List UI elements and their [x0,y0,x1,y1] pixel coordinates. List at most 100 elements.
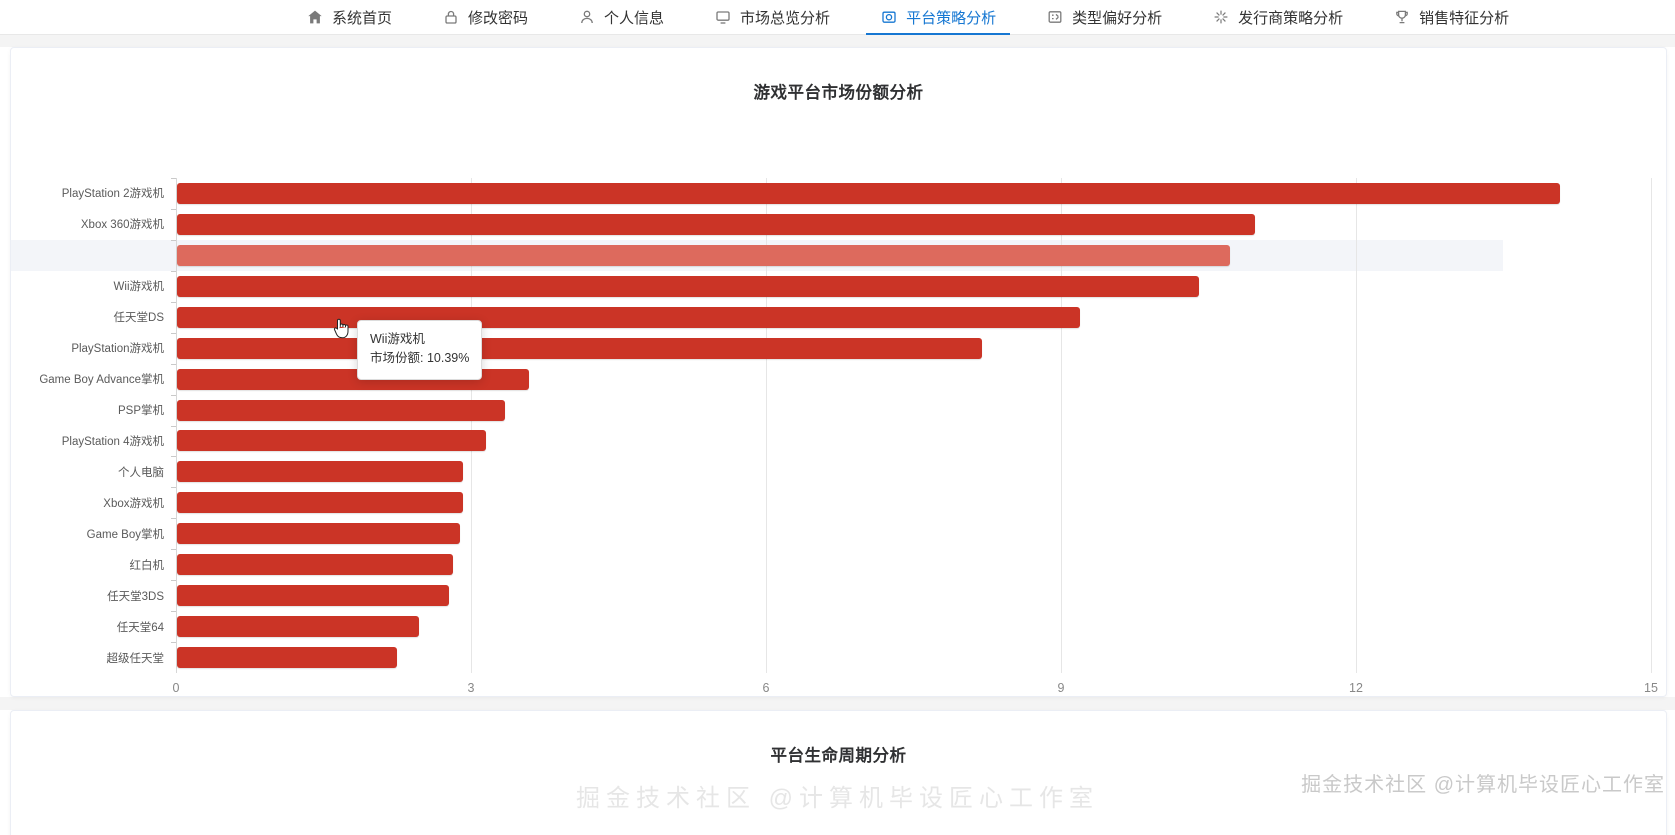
y-axis-tick-label: Game Boy掌机 [86,528,164,541]
gridline [766,178,767,673]
bar[interactable] [177,492,464,514]
y-axis-tick [171,425,176,427]
y-axis-tick [171,394,176,396]
gridline [1651,178,1652,673]
y-axis-tick [171,208,176,210]
y-axis-tick-label: Xbox游戏机 [103,497,164,510]
nav-item-sales-features[interactable]: 销售特征分析 [1379,0,1523,35]
watermark-ghost: 掘金技术社区 @计算机毕设匠心工作室 [575,785,1100,812]
lifecycle-chart-title: 平台生命周期分析 [770,747,907,765]
camera-icon [880,9,897,26]
nav-item-genre-preference[interactable]: 类型偏好分析 [1032,0,1176,35]
y-axis-tick [171,580,176,582]
bar[interactable] [177,213,1255,235]
y-axis-tick [171,363,176,365]
y-axis-tick-label: Game Boy Advance掌机 [39,374,164,387]
bar[interactable] [177,585,450,607]
bar[interactable] [177,182,1560,204]
y-axis-tick [171,332,176,334]
bar[interactable] [177,399,506,421]
y-axis-tick [171,611,176,613]
page-background-strip-middle [0,697,1675,710]
chart-plot-area: PlayStation 2游戏机 Xbox 360游戏机 PlayStation 3… [11,178,1658,695]
y-axis-tick [171,239,176,241]
row-highlight-band [11,239,1503,271]
monitor-icon [714,9,731,26]
y-axis-tick-label: 超级任天堂 [106,652,165,665]
lock-icon [442,9,459,26]
tooltip-value: 市场份额: 10.39% [370,351,470,366]
page-background-strip-top [0,35,1675,47]
gridline [1061,178,1062,673]
mouse-cursor [331,316,351,345]
nav-item-label: 系统首页 [332,9,393,27]
y-axis-tick [171,270,176,272]
tooltip-title: Wii游戏机 [370,332,425,346]
y-axis-line [176,178,177,673]
gridline [471,178,472,673]
nav-item-list: 系统首页 修改密码 个人信息 [292,0,1545,36]
y-axis-tick [171,178,176,179]
y-axis-tick-label: Xbox 360游戏机 [80,219,164,232]
y-axis-tick [171,549,176,551]
bar[interactable] [177,275,1199,297]
y-axis-tick-label: PlayStation 3游戏机 [61,250,164,263]
lifecycle-panel: 平台生命周期分析 [10,710,1667,835]
bar[interactable] [177,244,1231,266]
nav-item-label: 个人信息 [604,9,665,27]
nav-item-label: 类型偏好分析 [1072,9,1163,27]
y-axis-tick-label: PSP掌机 [117,405,164,418]
y-axis-tick-label: PlayStation 4游戏机 [61,435,164,448]
y-axis-tick-label: 红白机 [129,559,165,572]
bar[interactable] [177,461,464,483]
nav-item-system-home[interactable]: 系统首页 [292,0,406,35]
nav-item-personal-info[interactable]: 个人信息 [564,0,678,35]
trophy-icon [1393,9,1410,26]
bar[interactable] [177,616,419,638]
bar[interactable] [177,306,1080,328]
nav-item-change-password[interactable]: 修改密码 [428,0,542,35]
nav-item-publisher-strategy[interactable]: 发行商策略分析 [1198,0,1357,35]
gridline [1356,178,1357,673]
user-icon [578,9,595,26]
nav-item-label: 修改密码 [468,9,529,27]
x-axis-tick-label: 6 [762,681,770,695]
watermark-text: 掘金技术社区 @计算机毕设匠心工作室 [1301,774,1665,796]
x-axis-tick-label: 12 [1349,681,1363,695]
y-axis-tick-label: 任天堂DS [113,312,164,325]
x-axis-tick-label: 0 [172,681,180,695]
bar[interactable] [177,337,983,359]
y-axis-labels: PlayStation 2游戏机 Xbox 360游戏机 PlayStation 3… [0,178,176,673]
home-icon [306,9,323,26]
y-axis-tick-label: Wii游戏机 [113,281,164,294]
y-axis-tick-label: 任天堂3DS [107,590,164,603]
top-navbar: 系统首页 修改密码 个人信息 [0,0,1675,36]
nav-item-label: 平台策略分析 [906,9,997,27]
y-axis-tick [171,456,176,458]
nav-item-label: 发行商策略分析 [1238,9,1344,27]
bar[interactable] [177,554,454,576]
bar[interactable] [177,430,486,452]
y-axis-tick [171,301,176,303]
picture-icon [1046,9,1063,26]
y-axis-tick-label: 个人电脑 [118,466,164,479]
y-axis-tick-label: PlayStation游戏机 [71,343,164,356]
nav-item-platform-strategy[interactable]: 平台策略分析 [866,0,1011,36]
chart-tooltip: Wii游戏机 市场份额: 10.39% [357,320,483,380]
market-share-bar-chart: PlayStation 2游戏机 Xbox 360游戏机 PlayStation 3… [11,48,1668,698]
x-axis-tick-label: 9 [1057,681,1065,695]
market-share-panel: 游戏平台市场份额分析 PlayStation 2游戏机 Xbox 360游戏机 Pl… [10,47,1667,697]
nav-item-label: 市场总览分析 [740,9,831,27]
y-axis-tick-label: 任天堂64 [116,621,164,634]
y-axis-tick-label: PlayStation 2游戏机 [61,188,164,201]
market-share-chart-title: 游戏平台市场份额分析 [753,84,924,102]
sparkle-icon [1212,9,1229,26]
nav-item-label: 销售特征分析 [1419,9,1510,27]
y-axis-tick [171,642,176,644]
bar[interactable] [177,523,461,545]
bar[interactable] [177,647,398,669]
nav-item-market-overview[interactable]: 市场总览分析 [700,0,844,35]
y-axis-tick [171,518,176,520]
x-axis-tick-label: 15 [1644,681,1658,695]
